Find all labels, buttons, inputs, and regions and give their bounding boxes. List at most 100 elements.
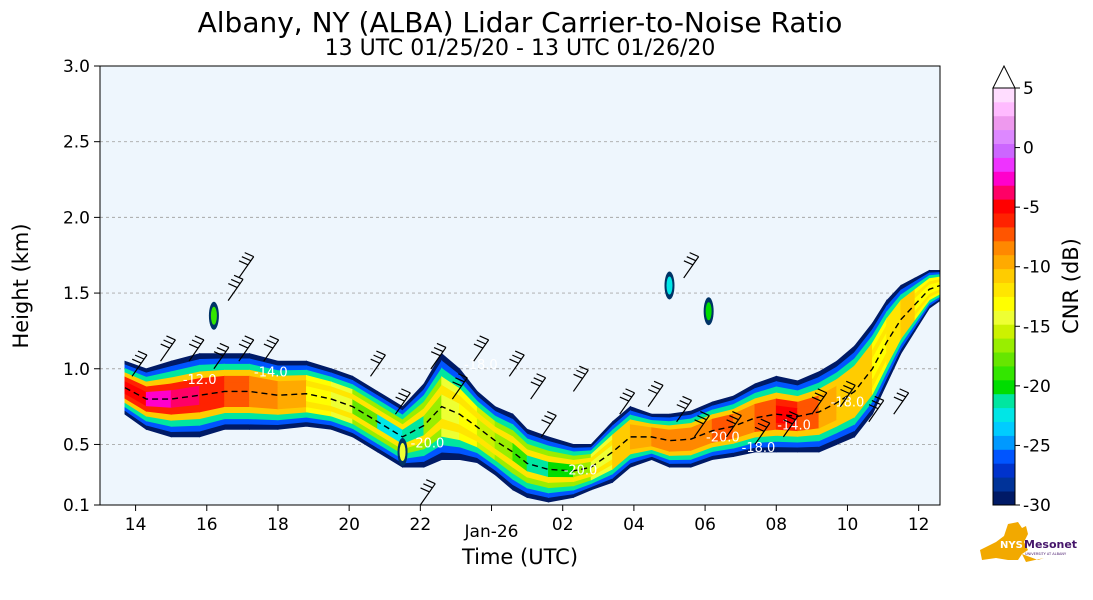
colorbar-swatch: [993, 449, 1015, 464]
wind-barb: [540, 411, 557, 438]
y-tick-label: 2.0: [63, 208, 90, 228]
barb-flag: [426, 479, 436, 485]
colorbar-swatch: [993, 491, 1015, 506]
wind-barb: [782, 411, 799, 438]
contour-label: -14.0: [254, 365, 288, 380]
barb-flag: [137, 350, 148, 356]
chart-title: Albany, NY (ALBA) Lidar Carrier-to-Noise…: [197, 6, 843, 39]
echo-core: [666, 276, 673, 295]
cnr-field: [124, 269, 940, 503]
barb-flag: [188, 343, 199, 349]
x-axis-label: Time (UTC): [461, 545, 578, 569]
wind-barb: [725, 411, 742, 438]
echo-core: [399, 443, 406, 462]
contour-label: -12.0: [183, 373, 217, 388]
colorbar-swatch: [993, 115, 1015, 131]
wind-barb: [419, 479, 436, 505]
barb-staff: [238, 256, 255, 279]
wind-barb: [160, 335, 176, 362]
y-axis-label: Height (km): [9, 223, 33, 348]
y-tick-label: 1.0: [63, 360, 90, 380]
y-tick-label: 3.0: [63, 57, 90, 77]
barb-staff: [782, 415, 799, 438]
barb-staff: [868, 400, 885, 423]
colorbar-frame: [992, 87, 1016, 506]
barb-flag: [871, 399, 882, 406]
barb-flag: [373, 354, 383, 360]
colorbar-swatch: [993, 227, 1015, 242]
barb-flag: [757, 422, 768, 428]
barb-flag: [269, 335, 279, 341]
barb-flag: [370, 358, 380, 364]
wind-barb: [131, 350, 148, 377]
colorbar-swatch: [993, 88, 1015, 103]
barb-flag: [547, 411, 557, 417]
wind-barb: [213, 342, 230, 370]
barb-flag: [786, 415, 796, 421]
wind-barb: [473, 335, 490, 362]
barb-staff: [188, 339, 205, 362]
colorbar: 5 0 -5 -10 -15 -20 -25 -30 CNR (dB): [992, 64, 1083, 516]
wind-barb: [893, 388, 910, 415]
barb-staff: [725, 415, 742, 438]
barb-flag: [244, 252, 254, 258]
logo-brand: NYS: [1000, 540, 1023, 551]
wind-barb: [647, 380, 664, 407]
colorbar-swatch: [993, 296, 1015, 311]
y-tick-label: 0.5: [63, 435, 90, 455]
barb-flag: [263, 343, 274, 349]
colorbar-swatch: [993, 199, 1015, 214]
barb-flag: [395, 396, 405, 402]
colorbar-swatch: [993, 407, 1015, 422]
colorbar-swatch: [993, 143, 1015, 158]
y-tick-label: 0.1: [63, 496, 90, 516]
barb-staff: [394, 392, 411, 415]
barb-flag: [131, 358, 142, 364]
colorbar-swatch: [993, 129, 1015, 144]
contour-label: -20.0: [706, 430, 740, 445]
colorbar-swatch: [993, 240, 1015, 256]
barb-flag: [650, 384, 661, 390]
cnr-band-segment: [928, 281, 940, 295]
barb-staff: [508, 354, 525, 377]
barb-flag: [163, 339, 173, 345]
barb-staff: [419, 483, 436, 505]
barb-flag: [436, 342, 447, 349]
barb-staff: [811, 392, 828, 415]
barb-flag: [191, 339, 202, 345]
wind-barb: [451, 373, 468, 400]
barb-flag: [430, 351, 441, 357]
barb-flag: [476, 339, 487, 345]
logo-tagline: UNIVERSITY AT ALBANY: [1025, 552, 1067, 556]
colorbar-tick-label: 5: [1023, 79, 1034, 99]
colorbar-swatch: [993, 213, 1015, 228]
barb-flag: [689, 252, 699, 258]
barb-flag: [216, 347, 227, 353]
barb-flag: [536, 373, 546, 379]
colorbar-swatch: [993, 185, 1015, 200]
barb-flag: [241, 339, 252, 345]
contour-label: -18.0: [464, 358, 498, 373]
barb-flag: [134, 354, 145, 360]
barb-flag: [512, 354, 522, 360]
barb-staff: [227, 278, 244, 301]
barb-staff: [131, 354, 148, 377]
colorbar-tick-label: -25: [1023, 436, 1051, 456]
plot-frame: [99, 65, 941, 506]
barb-staff: [451, 377, 468, 400]
barb-flag: [729, 415, 739, 421]
barb-flag: [814, 392, 825, 398]
y-axis: 0.1 0.5 1.0 1.5 2.0 2.5 3.0: [63, 57, 100, 516]
echo-core: [210, 306, 217, 325]
barb-flag: [230, 278, 241, 284]
wind-barb: [868, 395, 885, 423]
barb-flag: [893, 396, 904, 402]
chart-subtitle: 13 UTC 01/25/20 - 13 UTC 01/26/20: [324, 36, 716, 61]
wind-barb: [188, 335, 205, 362]
wind-barb: [227, 274, 244, 301]
contour-label: -18.0: [742, 441, 776, 456]
barb-flag: [576, 369, 586, 375]
colorbar-tick-label: -15: [1023, 317, 1051, 337]
echo-core: [705, 302, 712, 321]
